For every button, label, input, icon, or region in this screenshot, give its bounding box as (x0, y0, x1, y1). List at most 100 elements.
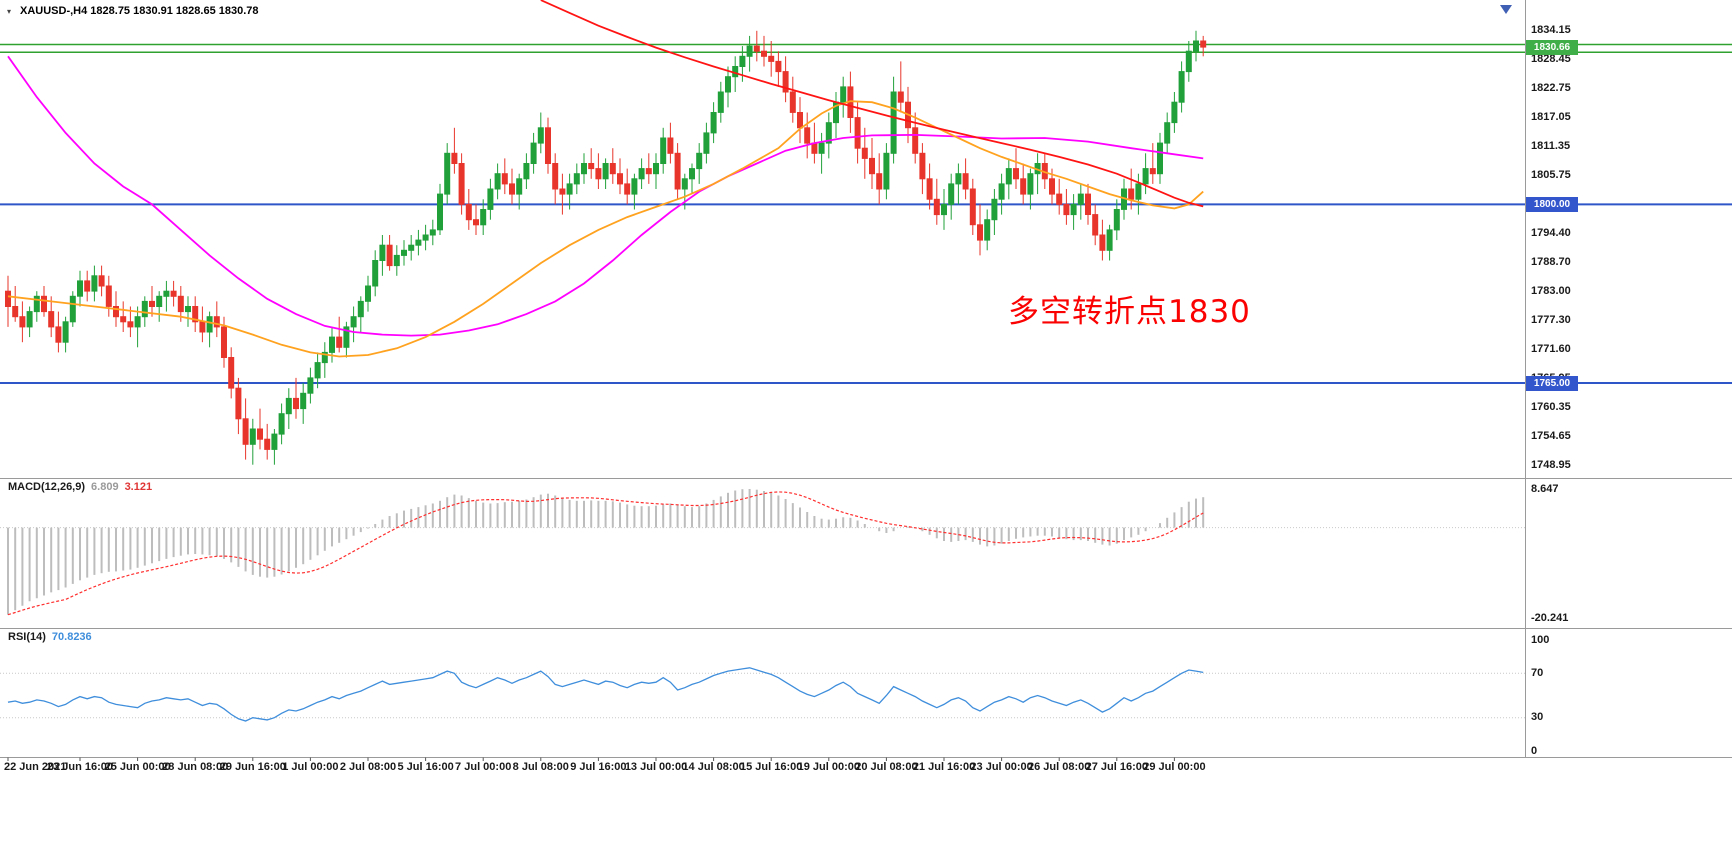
candle-body (249, 428, 256, 445)
candle-body (1171, 101, 1178, 124)
candle-body (984, 219, 991, 241)
macd-signal-line (7, 491, 1204, 616)
price-axis-label: 1817.05 (1531, 110, 1571, 123)
candle-body (725, 76, 731, 93)
candle-body (422, 234, 429, 241)
candle-body (926, 178, 933, 200)
candle-body (177, 295, 184, 313)
candle-body (969, 188, 976, 226)
candle-body (285, 397, 292, 415)
price-axis-label: 1788.70 (1531, 255, 1571, 268)
price-badge: 1830.66 (1526, 40, 1578, 56)
candle-body (41, 295, 47, 313)
time-axis[interactable]: 22 Jun 2021 23 Jun 16:00 25 Jun 00:00 28 Ju… (0, 758, 1732, 782)
candle-body (307, 377, 314, 394)
candle-body (797, 112, 803, 129)
time-axis-label: 7 Jul 00:00 (455, 761, 512, 773)
time-axis-label: 19 Jul 00:00 (797, 761, 860, 773)
price-axis-label: 1805.75 (1531, 168, 1571, 181)
candle-body (523, 163, 530, 180)
candle-body (717, 91, 724, 113)
macd-histogram (7, 489, 1205, 615)
candle-body (710, 112, 717, 134)
candle-body (746, 45, 753, 57)
time-axis-label: 8 Jul 08:00 (512, 761, 569, 773)
price-axis-label: 1777.30 (1531, 313, 1571, 326)
candle-body (1099, 234, 1106, 251)
candle-body (77, 280, 83, 297)
candle-body (185, 306, 191, 313)
candle-body (1164, 122, 1171, 144)
price-badge: 1765.00 (1526, 375, 1578, 391)
ma-red-line (540, 0, 1204, 208)
candle-body (494, 173, 501, 190)
candle-body (242, 418, 249, 445)
time-axis-label: 25 Jun 00:00 (104, 761, 171, 773)
candle-body (84, 280, 91, 292)
time-axis-label: 5 Jul 16:00 (397, 761, 454, 773)
candle-body (782, 71, 789, 93)
time-axis-label: 29 Jun 16:00 (219, 761, 286, 773)
candle-body (516, 178, 523, 195)
candle-body (566, 183, 573, 195)
candle-body (5, 290, 11, 308)
time-axis-label: 1 Jul 00:00 (282, 761, 339, 773)
candle-body (653, 163, 659, 175)
price-axis-label: 1760.35 (1531, 400, 1571, 413)
candle-body (1128, 188, 1135, 200)
candle-body (977, 224, 983, 241)
candle-body (127, 321, 134, 328)
candle-body (588, 163, 595, 170)
candle-body (415, 239, 422, 246)
candle-body (113, 306, 119, 318)
candle-body (437, 193, 443, 231)
candle-body (228, 357, 235, 389)
candle-body (105, 285, 112, 307)
candle-body (235, 387, 242, 420)
candle-body (69, 295, 76, 323)
price-axis-label: 1811.35 (1531, 139, 1571, 152)
candle-body (401, 249, 407, 256)
candle-body (329, 336, 335, 353)
candle-body (357, 300, 364, 318)
time-axis-label: 27 Jul 16:00 (1085, 761, 1148, 773)
candle-body (674, 152, 681, 190)
candle-body (393, 254, 400, 267)
candle-body (1142, 168, 1149, 185)
candle-body (1020, 178, 1027, 195)
candle-body (321, 351, 328, 364)
candle-body (1200, 40, 1207, 48)
candle-body (876, 173, 883, 190)
candle-body (465, 203, 472, 221)
candle-body (789, 91, 796, 113)
candle-body (1193, 40, 1199, 52)
time-axis-label: 23 Jun 16:00 (46, 761, 114, 773)
time-axis-label: 13 Jul 00:00 (624, 761, 688, 773)
time-axis-label: 9 Jul 16:00 (570, 761, 627, 773)
candle-body (617, 173, 623, 185)
candle-body (19, 316, 26, 328)
candle-body (1185, 50, 1192, 73)
candle-body (408, 244, 415, 251)
price-axis-label: 1834.15 (1531, 23, 1571, 36)
candle-body (278, 413, 285, 435)
candle-body (897, 91, 904, 103)
candle-body (573, 173, 580, 185)
candle-body (509, 183, 515, 195)
price-scale[interactable]: 1834.15 1828.45 1822.75 1817.05 1811.35 1805.… (1526, 0, 1732, 758)
candle-body (163, 290, 170, 297)
candle-body (998, 183, 1005, 200)
candle-body (33, 295, 40, 313)
candle-body (559, 188, 566, 195)
candle-body (1027, 173, 1034, 195)
candle-body (941, 203, 947, 216)
candle-body (386, 244, 393, 267)
candle-body (818, 142, 825, 154)
candle-body (638, 168, 645, 180)
candle-body (141, 300, 148, 318)
candle-body (1049, 178, 1055, 195)
time-axis-label: 21 Jul 16:00 (912, 761, 976, 773)
candle-body (854, 117, 861, 149)
